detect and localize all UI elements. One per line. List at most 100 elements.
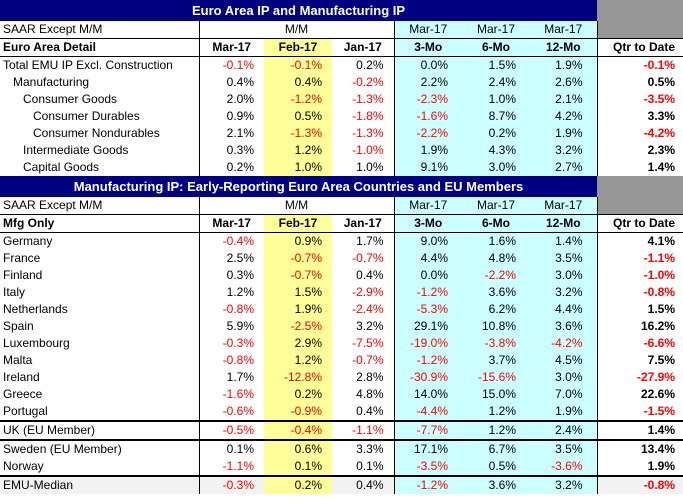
row-label: Luxembourg (0, 335, 200, 352)
table-row: Manufacturing 0.4% 0.4% -0.2% 2.2% 2.4% 2.6% 0.… (0, 74, 683, 91)
data-value: -0.7% (332, 352, 395, 369)
data-value: 4.8% (462, 250, 530, 267)
data-value: 29.1% (394, 318, 462, 335)
qtd-value: 16.2% (596, 318, 683, 335)
data-value: 1.2% (462, 420, 530, 440)
column-header-label: Mfg Only (0, 214, 200, 233)
row-label: Portugal (0, 403, 200, 421)
data-value: -1.3% (332, 91, 395, 108)
data-value: 0.4% (332, 267, 395, 284)
data-value: 3.0% (530, 267, 598, 284)
section-title: Manufacturing IP: Early-Reporting Euro A… (0, 176, 598, 197)
data-value: 2.2% (394, 74, 462, 91)
data-value: 0.2% (264, 475, 332, 494)
data-value: 0.2% (226, 160, 254, 174)
column-header: Feb-17 (264, 214, 332, 233)
data-value: 9.0% (394, 232, 462, 250)
table-row: Italy 1.2% 1.5% -2.9% -1.2% 3.6% 3.2% -0.8% (0, 284, 683, 301)
data-value: 1.0% (332, 159, 395, 176)
qtd-value: -27.9% (596, 369, 683, 386)
title-gray-cell (597, 176, 683, 197)
data-value: 8.7% (462, 108, 530, 125)
data-value: 6.7% (462, 439, 530, 458)
table-row: Consumer Goods 2.0% -1.2% -1.3% -2.3% 1.0% 2.1… (0, 91, 683, 108)
data-value: 4.5% (530, 352, 598, 369)
data-value: 0.0% (394, 56, 462, 74)
data-value: -1.1% (222, 459, 254, 473)
data-value: 2.4% (462, 74, 530, 91)
qtd-value: 3.3% (596, 108, 683, 125)
data-value: -0.3% (199, 475, 264, 494)
qtd-gray-cell (596, 21, 683, 39)
data-value: -7.7% (394, 420, 462, 440)
row-label: SAAR Except M/M (0, 21, 200, 39)
data-value: -12.8% (264, 369, 332, 386)
column-header: 6-Mo (462, 214, 530, 233)
qtd-value: -6.6% (596, 335, 683, 352)
row-label: Ireland (0, 369, 200, 386)
data-value: 0.5% (264, 108, 332, 125)
data-value: -2.4% (332, 301, 395, 318)
data-value: 3.6% (530, 318, 598, 335)
data-value: -4.2% (530, 335, 598, 352)
data-value: 1.2% (264, 352, 332, 369)
column-header-row: Mfg Only Mar-17 Feb-17 Jan-17 3-Mo 6-Mo 12-Mo Q… (0, 214, 683, 233)
data-value: 3.0% (530, 369, 598, 386)
data-value: 1.9% (264, 301, 332, 318)
data-value: 4.3% (462, 142, 530, 159)
data-value: 0.5% (462, 458, 530, 476)
data-value: -0.7% (332, 250, 395, 267)
data-value: 0.2% (332, 56, 395, 74)
data-value: -0.4% (222, 234, 254, 248)
table-row: Consumer Nondurables 2.1% -1.3% -1.3% -2.2% 0… (0, 125, 683, 142)
qtd-value: 0.5% (596, 74, 683, 91)
table-row: Netherlands -0.8% 1.9% -2.4% -5.3% 6.2% 4.4% 1.… (0, 301, 683, 318)
data-value: 3.2% (530, 142, 598, 159)
data-value: 0.0% (394, 267, 462, 284)
row-label: Greece (0, 386, 200, 403)
data-value: 4.2% (530, 108, 598, 125)
column-header: Jan-17 (332, 38, 395, 57)
data-value: 0.4% (226, 75, 254, 89)
data-value: -0.3% (222, 336, 254, 350)
qtd-value: -0.8% (596, 284, 683, 301)
data-value: 17.1% (394, 439, 462, 458)
column-header: Mar-17 (199, 214, 264, 233)
data-value: -0.1% (222, 58, 254, 72)
data-value: 1.0% (462, 91, 530, 108)
section-title-row: Euro Area IP and Manufacturing IP (0, 0, 683, 21)
data-value: 15.0% (462, 386, 530, 403)
table-row: Finland 0.3% -0.7% 0.4% 0.0% -2.2% 3.0% -1.0% (0, 267, 683, 284)
data-value: 14.0% (394, 386, 462, 403)
row-label: Consumer Nondurables (0, 125, 200, 142)
data-value: 2.7% (530, 159, 598, 176)
data-value: -0.8% (222, 353, 254, 367)
qtd-value: -4.2% (596, 125, 683, 142)
row-label: France (0, 250, 200, 267)
data-value: 3.5% (530, 250, 598, 267)
table-row: UK (EU Member) -0.5% -0.4% -1.1% -7.7% 1.2% 2.… (0, 420, 683, 440)
data-value: 3.7% (462, 352, 530, 369)
table-row: Greece -1.6% 0.2% 4.8% 14.0% 15.0% 7.0% 22.6% (0, 386, 683, 403)
title-gray-cell (597, 0, 683, 21)
data-value: 1.2% (226, 285, 254, 299)
data-value: 0.4% (332, 475, 395, 494)
data-value: -3.6% (530, 458, 598, 476)
table-row: Norway -1.1% 0.1% 0.1% -3.5% 0.5% -3.6% 1.9% (0, 458, 683, 476)
column-header: Jan-17 (332, 214, 395, 233)
data-value: 0.9% (264, 232, 332, 250)
data-value: 1.2% (264, 142, 332, 159)
data-value: 1.5% (264, 284, 332, 301)
data-value: -7.5% (332, 335, 395, 352)
row-label: Total EMU IP Excl. Construction (0, 56, 200, 74)
qtd-value: -0.8% (596, 475, 683, 494)
column-header: Mar-17 (199, 38, 264, 57)
row-label: Sweden (EU Member) (0, 439, 200, 458)
data-value: -1.1% (332, 420, 395, 440)
data-value: 1.2% (462, 403, 530, 421)
row-label: Consumer Goods (0, 91, 200, 108)
row-label: Manufacturing (0, 74, 200, 91)
row-label: Intermediate Goods (0, 142, 200, 159)
qtd-value: -1.1% (596, 250, 683, 267)
